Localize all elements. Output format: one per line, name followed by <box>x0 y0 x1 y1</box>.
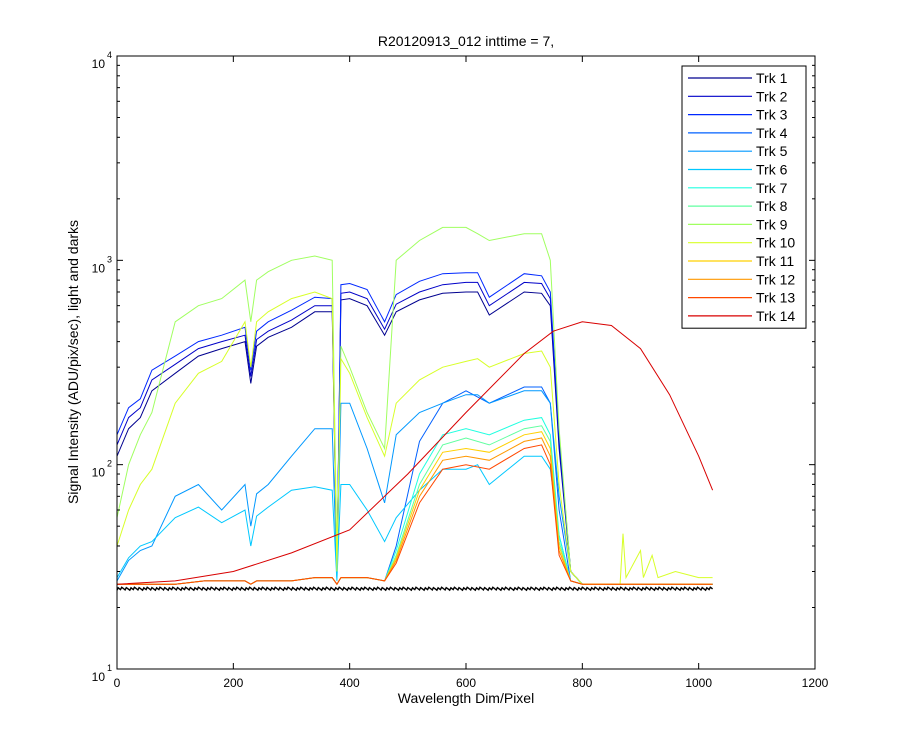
y-tick-exponent: 1 <box>107 663 112 673</box>
legend-box <box>681 65 807 329</box>
legend-label: Trk 9 <box>756 216 788 232</box>
x-axis-label: Wavelength Dim/Pixel <box>398 690 534 706</box>
dark-baseline-band <box>116 586 714 592</box>
dark-frame-trace <box>116 586 714 592</box>
x-tick-label: 1000 <box>685 676 712 690</box>
legend-label: Trk 2 <box>756 88 788 104</box>
x-tick-label: 200 <box>223 676 243 690</box>
legend-label: Trk 11 <box>756 253 794 269</box>
y-tick-exponent: 2 <box>107 459 112 469</box>
series-line-trk-10 <box>116 291 713 585</box>
series-layer <box>116 226 714 586</box>
legend-label: Trk 5 <box>756 143 788 159</box>
legend-label: Trk 4 <box>756 125 788 141</box>
y-tick-exponent: 3 <box>107 254 112 264</box>
y-axis-label: Signal Intensity (ADU/pix/sec), light an… <box>65 220 81 504</box>
legend: Trk 1 Trk 2 Trk 3 Trk 4 Trk 5 Trk 6 Trk 7 Trk 8… <box>681 65 807 329</box>
legend-label: Trk 10 <box>756 235 795 251</box>
legend-label: Trk 3 <box>756 107 788 123</box>
legend-label: Trk 8 <box>756 198 788 214</box>
x-tick-label: 600 <box>456 676 476 690</box>
y-tick-label: 10 <box>92 57 106 71</box>
y-tick-exponent: 4 <box>107 50 112 60</box>
legend-label: Trk 14 <box>756 308 795 324</box>
x-tick-label: 1200 <box>802 676 829 690</box>
legend-label: Trk 13 <box>756 290 795 306</box>
legend-label: Trk 1 <box>756 70 788 86</box>
legend-label: Trk 7 <box>756 180 788 196</box>
series-line-trk-14 <box>116 321 714 585</box>
x-axis: 0 200 400 600 800 1000 1200 <box>114 56 829 690</box>
x-tick-label: 800 <box>572 676 592 690</box>
x-tick-label: 0 <box>114 676 121 690</box>
y-tick-label: 10 <box>92 670 106 684</box>
legend-label: Trk 12 <box>756 271 795 287</box>
legend-label: Trk 6 <box>756 162 788 178</box>
y-tick-label: 10 <box>92 261 106 275</box>
x-tick-label: 400 <box>340 676 360 690</box>
y-tick-label: 10 <box>92 466 106 480</box>
series-line-trk-13 <box>117 444 713 586</box>
chart-title: R20120913_012 inttime = 7, <box>378 33 554 49</box>
